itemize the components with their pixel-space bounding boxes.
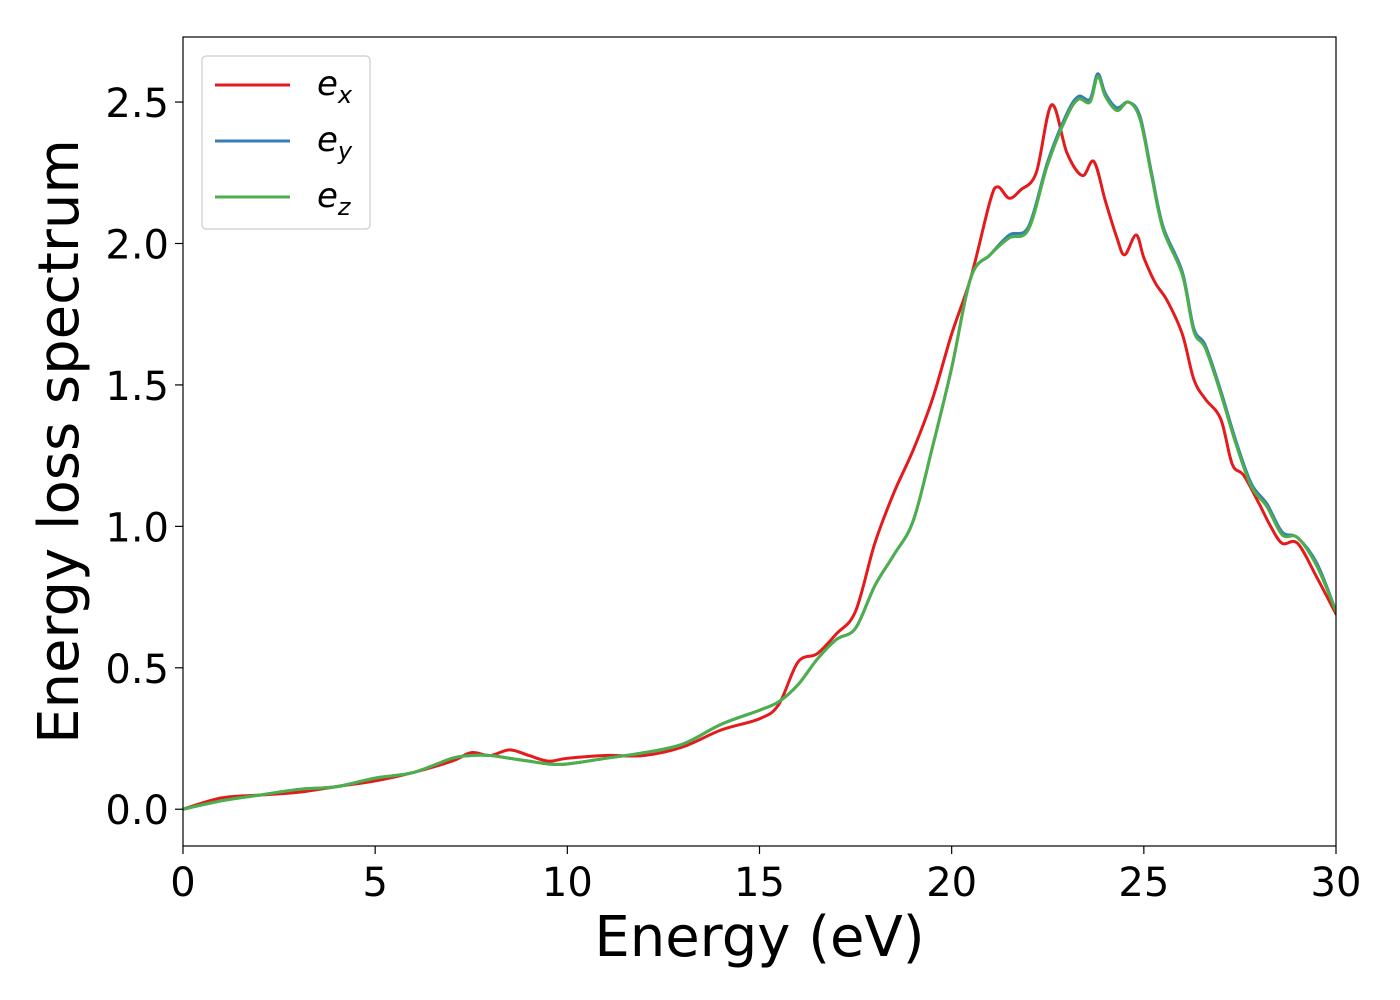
legend-label-e-z: ez [317,176,352,221]
x-tick-label: 20 [926,860,977,906]
x-axis-label: Energy (eV) [594,905,924,970]
y-tick-label: 1.0 [105,505,169,551]
y-tick-label: 2.0 [105,222,169,268]
series-line-e-z [183,75,1336,811]
legend: ex ey ez [201,55,371,230]
y-axis-label: Energy loss spectrum [27,139,92,744]
legend-label-e-x: ex [317,64,353,109]
x-tick-label: 10 [542,860,593,906]
x-tick-label: 5 [362,860,387,906]
x-tick-label: 30 [1311,860,1362,906]
y-tick-label: 0.0 [105,788,169,834]
y-tick-label: 0.5 [105,647,169,693]
x-tick-label: 0 [170,860,195,906]
y-axis-ticks: 0.0 0.5 1.0 1.5 2.0 2.5 [105,81,183,834]
x-tick-label: 15 [734,860,785,906]
legend-label-e-y: ey [317,120,353,165]
y-tick-label: 1.5 [105,364,169,410]
x-axis-ticks: 0 5 10 15 20 25 30 [170,846,1361,906]
y-tick-label: 2.5 [105,81,169,127]
series-layer [183,72,1336,811]
x-tick-label: 25 [1118,860,1169,906]
series-line-e-x [183,103,1336,811]
